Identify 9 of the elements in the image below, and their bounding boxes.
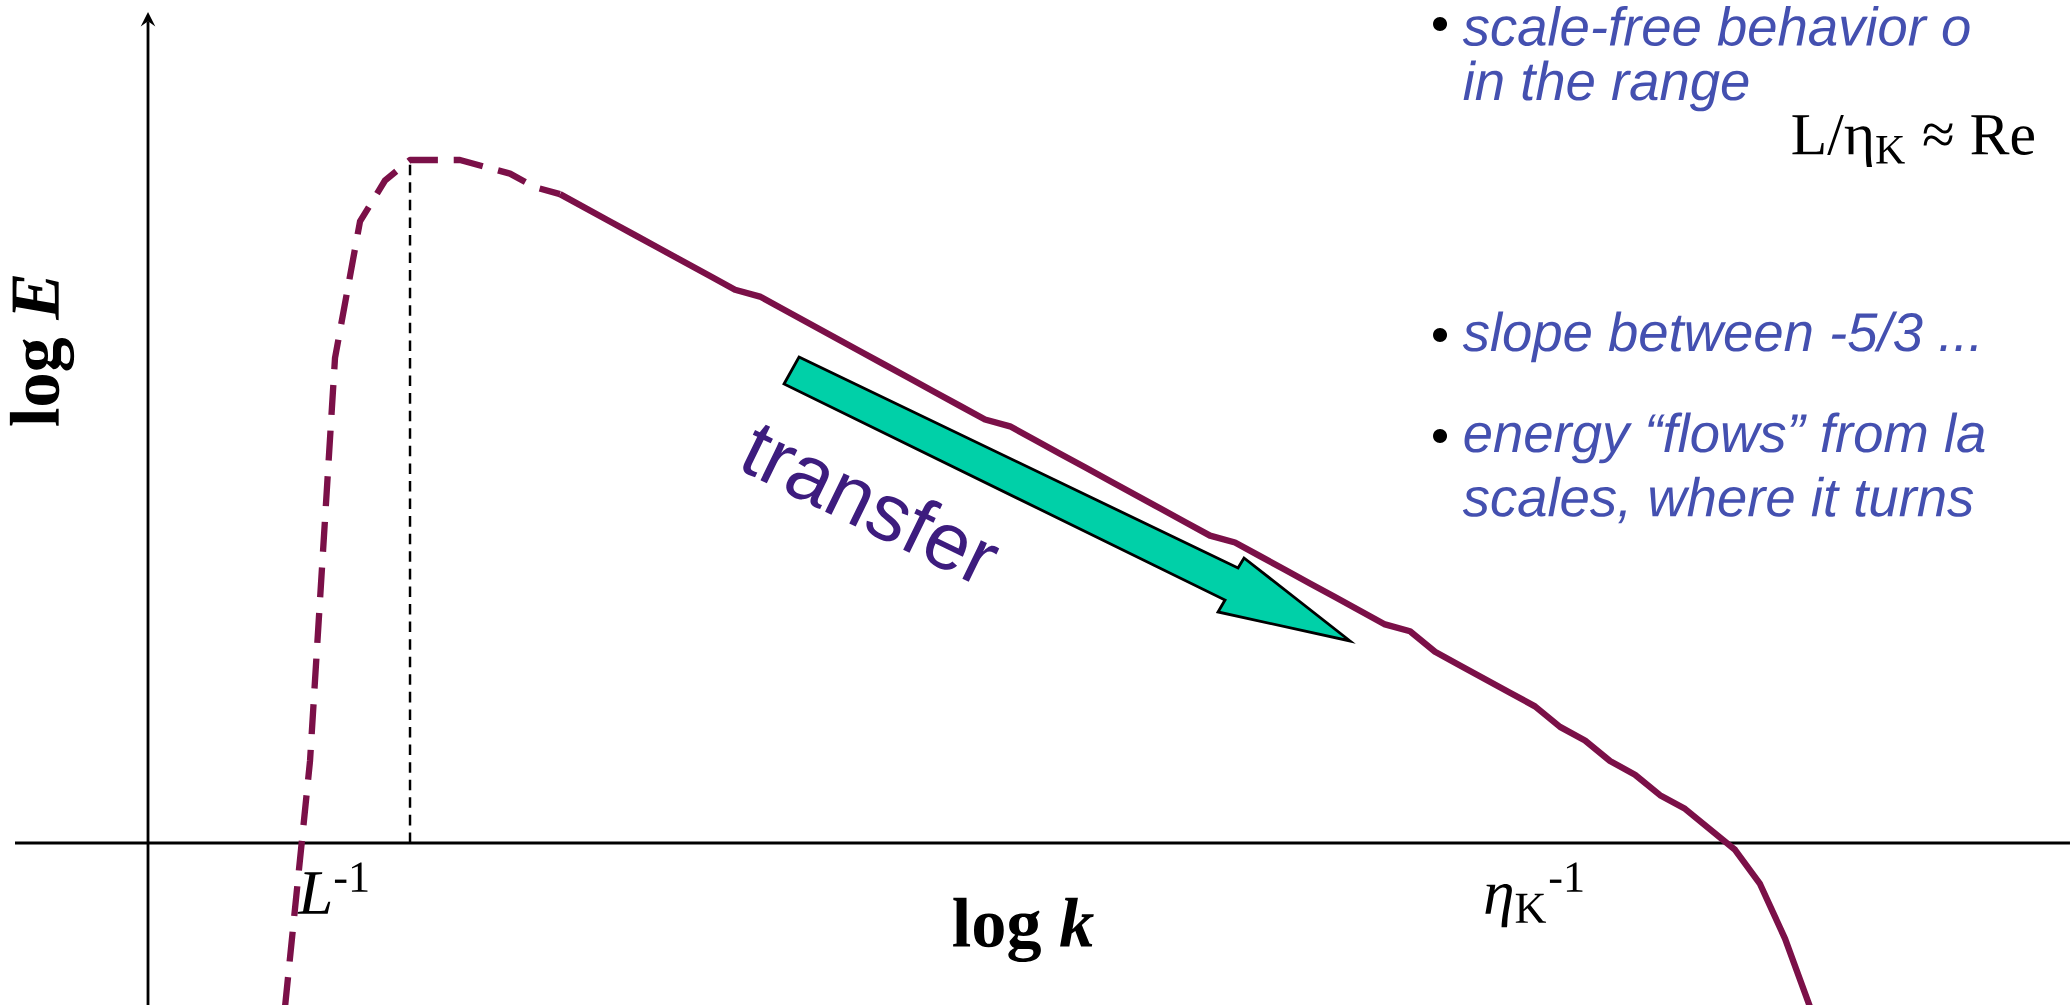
annotation: L/η$_{K}$ ≈ Re [1792,114,2034,168]
annotation: slope between -5/3 ... [1462,311,1977,363]
x-tick-label: η$_{K}$-1 [1485,862,1583,928]
y-axis-title: log E [9,276,75,426]
text: in the range [1463,60,1749,112]
annotation: energy “flows” from la [1464,412,1985,464]
x-axis-title: log k [953,897,1094,963]
annotation: scales, where it turns [1462,476,1974,524]
text: scale-free behavior o [1462,5,1970,46]
